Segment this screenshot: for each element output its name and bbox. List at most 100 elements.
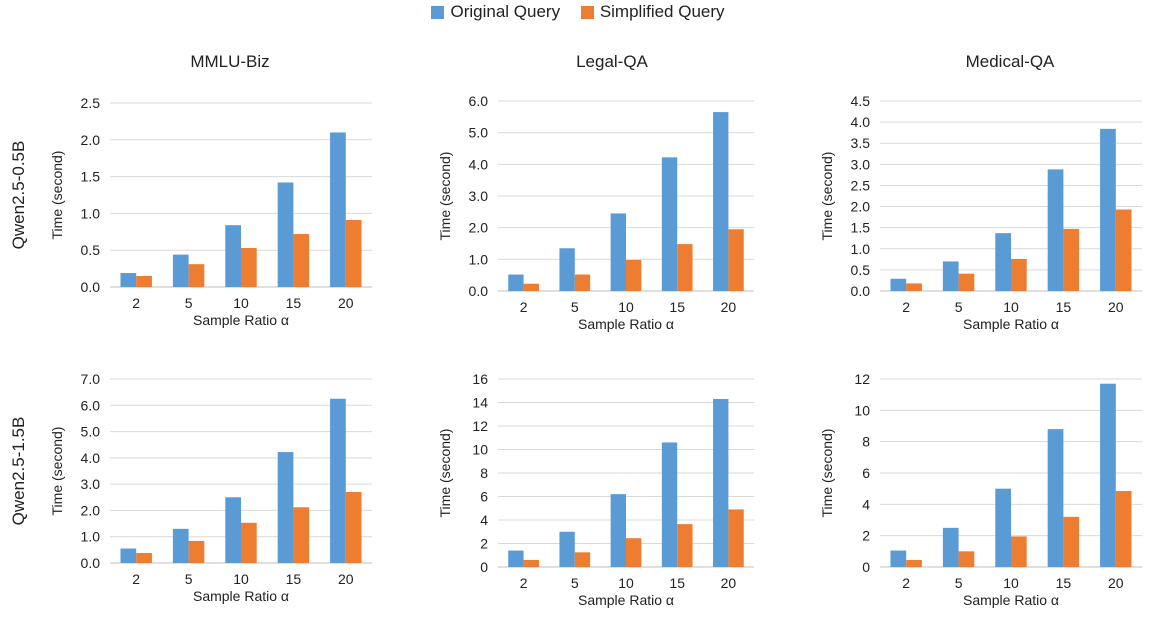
y-tick-label: 10 xyxy=(472,442,488,458)
y-tick-label: 1.0 xyxy=(81,205,101,221)
bar-simplified-20 xyxy=(1115,491,1132,567)
y-tick-label: 4.0 xyxy=(469,156,489,172)
y-tick-label: 2 xyxy=(480,536,488,552)
bar-original-20 xyxy=(1100,128,1116,291)
y-tick-label: 10 xyxy=(854,402,870,418)
y-axis-label: Time (second) xyxy=(437,429,453,518)
bar-original-5 xyxy=(559,531,575,567)
bar-original-15 xyxy=(661,442,678,567)
bar-simplified-15 xyxy=(1063,516,1080,567)
bar-simplified-10 xyxy=(626,538,642,567)
y-tick-label: 5.0 xyxy=(469,125,489,141)
y-axis-label: Time (second) xyxy=(437,152,453,241)
x-tick-label: 10 xyxy=(233,295,249,311)
legend-swatch-simplified xyxy=(580,5,594,19)
panel-4: 0.0 1.0 2.0 3.0 4.0 5.0 6.0 7.0 2 5 10 15 20 Sample R… xyxy=(9,371,372,604)
bar-original-15 xyxy=(1047,169,1064,291)
y-tick-label: 0 xyxy=(480,559,488,575)
bar-original-5 xyxy=(559,248,575,291)
bar-simplified-2 xyxy=(136,275,152,287)
y-tick-label: 12 xyxy=(854,371,870,387)
bar-original-5 xyxy=(172,528,189,563)
x-axis-label: Sample Ratio α xyxy=(963,592,1059,608)
bar-simplified-5 xyxy=(188,264,205,287)
x-tick-label: 5 xyxy=(955,299,963,315)
x-tick-label: 20 xyxy=(338,295,354,311)
bar-simplified-15 xyxy=(293,507,310,563)
row-label: Qwen2.5-1.5B xyxy=(9,417,28,526)
bar-original-15 xyxy=(1047,429,1064,567)
panel-title: Legal-QA xyxy=(576,52,648,71)
bar-simplified-10 xyxy=(241,247,257,287)
bar-original-2 xyxy=(890,550,907,567)
bar-simplified-15 xyxy=(1063,228,1080,291)
panel-3: 0.0 0.5 1.0 1.5 2.0 2.5 3.0 3.5 4.0 4.5 2 5 10 15 20 Sa… xyxy=(819,52,1142,332)
bar-original-2 xyxy=(120,548,137,563)
y-tick-label: 2.5 xyxy=(81,95,101,111)
legend-item-simplified: Simplified Query xyxy=(580,2,725,22)
panel-2: 0.0 1.0 2.0 3.0 4.0 5.0 6.0 2 5 10 15 20 Sample Rati… xyxy=(437,52,754,332)
y-axis-label: Time (second) xyxy=(49,151,65,240)
y-tick-label: 6 xyxy=(862,465,870,481)
y-tick-label: 3.0 xyxy=(81,476,101,492)
y-tick-label: 4 xyxy=(862,496,870,512)
legend-label-simplified: Simplified Query xyxy=(599,2,725,21)
panel-title: Medical-QA xyxy=(966,52,1055,71)
x-tick-label: 20 xyxy=(721,575,737,591)
bar-simplified-20 xyxy=(728,509,744,567)
y-tick-label: 1.0 xyxy=(469,251,489,267)
y-tick-label: 6 xyxy=(480,489,488,505)
x-tick-label: 10 xyxy=(1003,299,1019,315)
x-tick-label: 10 xyxy=(233,571,249,587)
y-tick-label: 1.0 xyxy=(851,241,871,257)
y-tick-label: 2.0 xyxy=(81,502,101,518)
bar-original-10 xyxy=(225,225,241,287)
y-tick-label: 2.5 xyxy=(851,177,871,193)
bar-simplified-2 xyxy=(906,283,922,291)
x-tick-label: 2 xyxy=(520,575,528,591)
bar-original-2 xyxy=(120,273,137,287)
bar-simplified-5 xyxy=(958,273,975,291)
y-tick-label: 2.0 xyxy=(469,220,489,236)
y-tick-label: 7.0 xyxy=(81,371,101,387)
bar-original-2 xyxy=(890,278,907,291)
bar-simplified-20 xyxy=(345,492,362,563)
x-axis-label: Sample Ratio α xyxy=(578,592,674,608)
x-tick-label: 15 xyxy=(286,571,302,587)
y-tick-label: 0.5 xyxy=(81,242,101,258)
y-tick-label: 6.0 xyxy=(81,397,101,413)
bar-original-10 xyxy=(995,233,1011,291)
x-axis-label: Sample Ratio α xyxy=(193,312,289,328)
bar-simplified-5 xyxy=(188,540,205,563)
y-tick-label: 5.0 xyxy=(81,424,101,440)
y-axis-label: Time (second) xyxy=(819,152,835,241)
bar-simplified-5 xyxy=(958,551,975,567)
bar-original-10 xyxy=(610,494,626,567)
bar-simplified-10 xyxy=(1011,258,1027,291)
legend-swatch-original xyxy=(431,5,445,19)
x-tick-label: 10 xyxy=(1003,575,1019,591)
bar-original-10 xyxy=(225,497,241,563)
bar-simplified-10 xyxy=(1011,536,1027,567)
y-tick-label: 0.5 xyxy=(851,262,871,278)
x-tick-label: 15 xyxy=(669,299,685,315)
bar-simplified-5 xyxy=(574,274,591,291)
y-tick-label: 16 xyxy=(472,371,488,387)
bar-original-15 xyxy=(277,452,294,563)
panel-title: MMLU-Biz xyxy=(190,52,269,71)
bar-original-20 xyxy=(713,398,729,567)
bar-simplified-10 xyxy=(241,522,257,563)
panel-5: 0 2 4 6 8 10 12 14 16 2 5 10 15 20 Sample Ratio α Time … xyxy=(437,371,754,608)
y-tick-label: 0.0 xyxy=(81,555,101,571)
x-tick-label: 10 xyxy=(618,575,634,591)
y-tick-label: 3.0 xyxy=(469,188,489,204)
bar-simplified-2 xyxy=(906,559,922,567)
bar-original-15 xyxy=(661,157,678,291)
y-tick-label: 4 xyxy=(480,512,488,528)
legend-label-original: Original Query xyxy=(450,2,561,21)
x-tick-label: 10 xyxy=(618,299,634,315)
bar-simplified-15 xyxy=(677,524,693,567)
x-tick-label: 20 xyxy=(1108,575,1124,591)
x-tick-label: 5 xyxy=(571,299,579,315)
